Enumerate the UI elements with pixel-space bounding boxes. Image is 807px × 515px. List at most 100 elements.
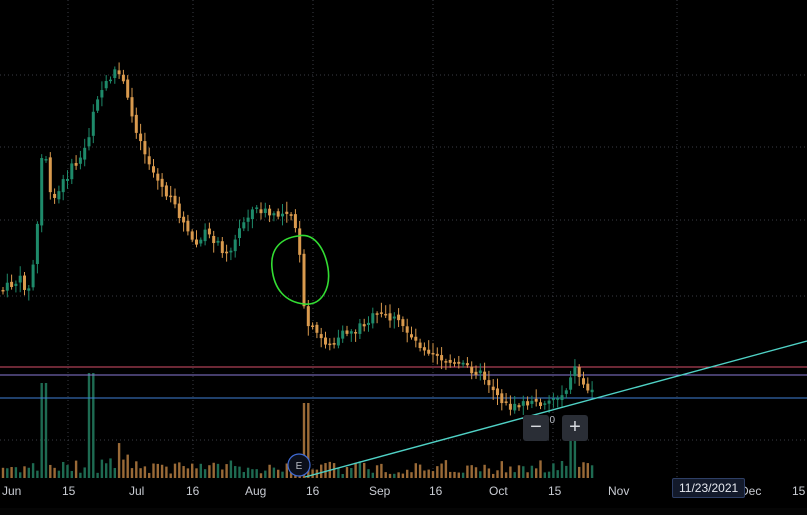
volume-bar [449,471,452,478]
candle [139,133,143,142]
volume-bar [156,463,159,478]
volume-bar [229,460,233,478]
candle [44,159,48,161]
candle [238,228,241,239]
volume-bar [66,465,69,478]
zoom-in-button[interactable]: + [562,415,588,441]
volume-bar [371,472,374,478]
candle [590,389,594,393]
candle [418,342,422,349]
volume-bar [203,469,207,478]
volume-bar [560,460,564,478]
volume-bar [186,468,190,478]
candle [410,334,413,338]
volume-bar [49,464,52,478]
volume-bar [547,471,551,478]
volume-bar [242,472,245,478]
candle [285,211,289,214]
tick-label: 16 [306,484,320,498]
volume-bar [354,462,357,478]
volume-bar [57,470,61,478]
candle [83,147,87,160]
volume-bar [552,463,555,478]
volume-bar [70,470,73,478]
volume-bar [530,465,534,478]
candle [130,97,134,117]
candle [173,195,177,205]
volume-bar [444,460,448,478]
volume-bar [27,467,30,478]
volume-bar [573,423,577,478]
volume-bar [436,466,439,478]
candle [379,312,383,314]
volume-bar [513,472,516,478]
candle [78,157,82,164]
earnings-letter: E [296,461,303,472]
volume-bar [83,467,86,478]
candle [513,403,517,411]
x-axis: Jun 15 Jul 16 Aug 16 Sep 16 Oct 15 Nov D… [2,484,806,498]
volume-bar [350,467,353,478]
volume-bar [6,468,9,478]
volume-bar [109,458,112,478]
volume-bar [221,469,224,478]
volume-bar [470,465,473,478]
candle [40,158,44,226]
candle [569,377,573,390]
volume-bar [14,467,18,478]
volume-bar [117,443,121,478]
volume-bar [586,463,589,478]
volume-bar [453,471,456,478]
volume-bar [130,468,134,478]
candle [177,203,181,219]
candle [91,111,95,136]
candle [405,326,409,333]
volume-bar [487,468,491,478]
candle [573,366,577,376]
trend-line[interactable] [304,340,807,478]
candle [324,337,327,345]
earnings-marker[interactable]: E [287,453,311,477]
volume-bar [457,472,460,478]
tick-label: Oct [489,484,508,498]
candle [212,235,216,244]
candle [190,231,194,240]
volume-bar [152,463,155,478]
volume-bar [113,467,116,478]
candle [444,361,448,363]
candle [422,347,426,351]
candle [143,141,147,155]
candle [199,239,203,244]
candle [5,282,9,291]
candle [487,380,491,386]
volume-bar [590,465,594,478]
candle [147,156,151,165]
horizontal-lines[interactable] [0,366,807,399]
candle [362,324,366,327]
candle [126,79,130,98]
volume-bar [401,473,405,478]
candle [302,253,306,307]
candle [521,401,525,406]
candle [414,336,418,341]
circle-highlight[interactable] [271,234,330,305]
candle [427,349,431,354]
candle [233,239,237,252]
volume-bar [569,423,572,478]
volume-bar [380,463,383,478]
candle [465,363,469,366]
candle [388,313,392,321]
candle [392,316,396,319]
volume-bar [126,454,129,478]
volume-bar [182,466,185,478]
zoom-out-button[interactable]: − [523,415,549,441]
volume-bar [100,459,104,478]
candle [319,334,323,339]
candle [496,388,499,396]
volume-bar [40,383,43,478]
volume-bar [384,472,387,478]
candle [276,211,280,217]
candle [216,240,220,243]
volume-bar [461,472,465,478]
